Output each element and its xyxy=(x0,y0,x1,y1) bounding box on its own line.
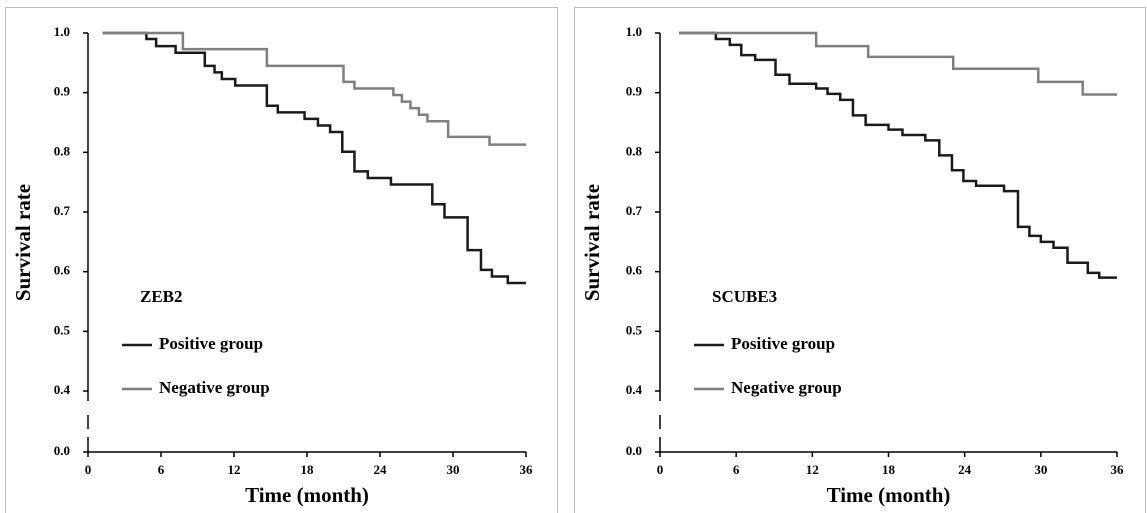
survival-curve xyxy=(679,31,1117,279)
legend-label: Positive group xyxy=(731,334,835,353)
x-tick-label: 6 xyxy=(733,462,740,477)
y-tick-label: 0.6 xyxy=(54,263,71,278)
y-tick-label: 0.0 xyxy=(626,443,642,458)
legend-label: Negative group xyxy=(159,378,270,397)
y-tick-label: 0.4 xyxy=(54,382,71,397)
x-tick-label: 18 xyxy=(301,462,315,477)
x-tick-label: 12 xyxy=(806,462,819,477)
x-tick-label: 6 xyxy=(158,462,165,477)
y-tick-label: 1.0 xyxy=(626,24,642,39)
y-axis-label: Survival rate xyxy=(580,184,604,301)
x-tick-label: 18 xyxy=(882,462,896,477)
y-tick-label: 0.9 xyxy=(626,84,643,99)
x-tick-label: 36 xyxy=(1111,462,1125,477)
y-tick-label: 0.5 xyxy=(54,322,71,337)
panel-border xyxy=(5,7,558,513)
survival-curve xyxy=(679,31,1117,96)
x-tick-label: 24 xyxy=(374,462,388,477)
y-tick-label: 0.7 xyxy=(626,203,643,218)
y-tick-label: 0.7 xyxy=(54,203,71,218)
legend-title: ZEB2 xyxy=(140,287,183,306)
legend-label: Negative group xyxy=(731,378,842,397)
survival-curve xyxy=(102,31,526,285)
x-axis-label: Time (month) xyxy=(827,483,951,507)
y-tick-label: 1.0 xyxy=(54,24,70,39)
y-tick-label: 0.5 xyxy=(626,322,643,337)
y-tick-label: 0.4 xyxy=(626,382,643,397)
survival-curve xyxy=(102,31,526,146)
x-tick-label: 30 xyxy=(447,462,460,477)
legend-label: Positive group xyxy=(159,334,263,353)
y-axis-label: Survival rate xyxy=(11,184,35,301)
panel-border xyxy=(574,7,1146,513)
y-tick-label: 0.8 xyxy=(54,143,71,158)
x-axis-label: Time (month) xyxy=(245,483,369,507)
y-tick-label: 0.0 xyxy=(54,443,70,458)
x-tick-label: 24 xyxy=(958,462,972,477)
y-tick-label: 0.8 xyxy=(626,143,643,158)
x-tick-label: 30 xyxy=(1034,462,1047,477)
x-tick-label: 0 xyxy=(85,462,92,477)
y-tick-label: 0.9 xyxy=(54,84,71,99)
x-tick-label: 36 xyxy=(520,462,534,477)
x-tick-label: 12 xyxy=(228,462,241,477)
legend-title: SCUBE3 xyxy=(712,287,777,306)
x-tick-label: 0 xyxy=(657,462,664,477)
y-tick-label: 0.6 xyxy=(626,263,643,278)
